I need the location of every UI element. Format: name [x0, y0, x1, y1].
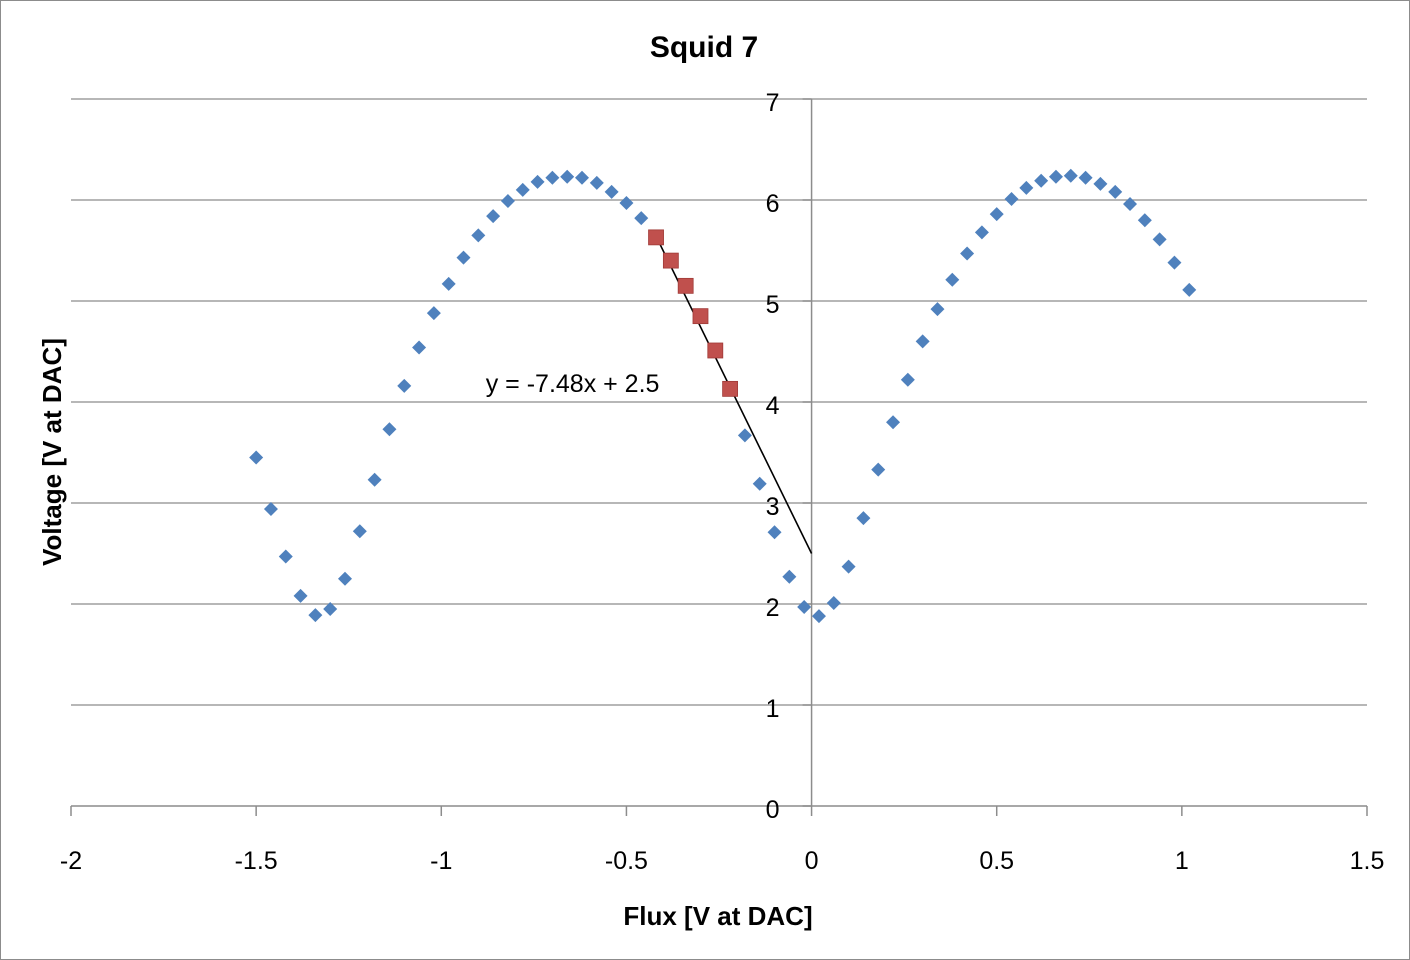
point-series0-34 [841, 559, 856, 574]
point-series0-49 [1063, 168, 1078, 183]
point-series0-2 [278, 549, 293, 564]
y-tick-label-6: 6 [766, 190, 780, 218]
point-series0-55 [1152, 232, 1167, 247]
point-series1-2 [677, 277, 694, 294]
point-series0-22 [574, 170, 589, 185]
point-series0-13 [441, 276, 456, 291]
x-tick-label-0: -2 [60, 847, 82, 875]
point-series0-48 [1048, 169, 1063, 184]
point-series0-36 [871, 462, 886, 477]
x-tick-labels: -2 -1.5 -1 -0.5 0 0.5 1 1.5 [60, 847, 1385, 875]
point-series0-10 [397, 378, 412, 393]
x-tick-label-7: 1.5 [1350, 847, 1385, 875]
point-series0-38 [900, 372, 915, 387]
point-series1-3 [692, 308, 709, 325]
point-series0-53 [1123, 197, 1138, 212]
y-tick-label-5: 5 [766, 291, 780, 319]
point-series0-42 [960, 246, 975, 261]
point-series0-35 [856, 511, 871, 526]
point-series0-19 [530, 174, 545, 189]
point-series0-43 [974, 225, 989, 240]
x-tick-label-4: 0 [805, 847, 819, 875]
trendline-equation: y = -7.48x + 2.5 [486, 370, 660, 398]
point-series0-1 [263, 502, 278, 517]
point-series0-8 [367, 472, 382, 487]
point-series0-20 [545, 170, 560, 185]
point-series1-4 [707, 342, 724, 359]
x-tick-label-1: -1.5 [235, 847, 278, 875]
point-series0-41 [945, 272, 960, 287]
point-series0-44 [989, 207, 1004, 222]
x-axis-title: Flux [V at DAC] [623, 901, 812, 931]
x-tick-label-2: -1 [430, 847, 452, 875]
point-series0-11 [412, 340, 427, 355]
point-series1-5 [722, 380, 739, 397]
x-tick-label-3: -0.5 [605, 847, 648, 875]
x-tick-label-5: 0.5 [979, 847, 1014, 875]
y-tick-label-7: 7 [766, 89, 780, 117]
point-series0-33 [826, 595, 841, 610]
point-series0-32 [811, 609, 826, 624]
point-series0-30 [782, 569, 797, 584]
point-series0-46 [1019, 180, 1034, 195]
point-series0-45 [1004, 191, 1019, 206]
point-series0-4 [308, 608, 323, 623]
point-series1-1 [662, 252, 679, 269]
point-series0-3 [293, 588, 308, 603]
point-series0-23 [589, 175, 604, 190]
point-series0-50 [1078, 170, 1093, 185]
point-series0-9 [382, 422, 397, 437]
point-series0-7 [352, 524, 367, 539]
point-series0-28 [752, 476, 767, 491]
y-tick-label-0: 0 [766, 796, 780, 824]
point-series0-51 [1093, 176, 1108, 191]
y-tick-label-2: 2 [766, 594, 780, 622]
point-series0-29 [767, 525, 782, 540]
point-series0-18 [515, 182, 530, 197]
point-series0-12 [426, 306, 441, 321]
y-tick-labels: 0 1 2 3 4 5 6 7 [766, 89, 780, 824]
y-tick-label-4: 4 [766, 392, 780, 420]
point-series0-21 [560, 169, 575, 184]
data-series [249, 168, 1197, 624]
point-series0-40 [930, 302, 945, 317]
y-axis-title: Voltage [V at DAC] [37, 338, 67, 566]
axes [70, 98, 1368, 816]
gridlines [71, 98, 1367, 706]
point-series0-26 [634, 211, 649, 226]
point-series0-31 [797, 600, 812, 615]
point-series0-15 [471, 228, 486, 243]
point-series1-0 [648, 229, 664, 246]
point-series0-5 [323, 602, 338, 617]
point-series0-6 [338, 571, 353, 586]
x-tick-label-6: 1 [1175, 847, 1189, 875]
point-series0-47 [1034, 173, 1049, 188]
chart-title: Squid 7 [650, 31, 758, 64]
y-tick-label-1: 1 [766, 695, 780, 723]
point-series0-57 [1182, 282, 1197, 297]
point-series0-17 [500, 194, 515, 209]
point-series0-39 [915, 334, 930, 349]
y-tick-label-3: 3 [766, 493, 780, 521]
point-series0-54 [1137, 213, 1152, 228]
point-series0-37 [886, 415, 901, 430]
point-series0-14 [456, 250, 471, 265]
point-series0-27 [737, 428, 752, 443]
point-series0-24 [604, 184, 619, 199]
point-series0-25 [619, 196, 634, 211]
point-series0-52 [1108, 184, 1123, 199]
point-series0-0 [249, 450, 264, 465]
point-series0-56 [1167, 255, 1182, 270]
point-series0-16 [486, 209, 501, 224]
